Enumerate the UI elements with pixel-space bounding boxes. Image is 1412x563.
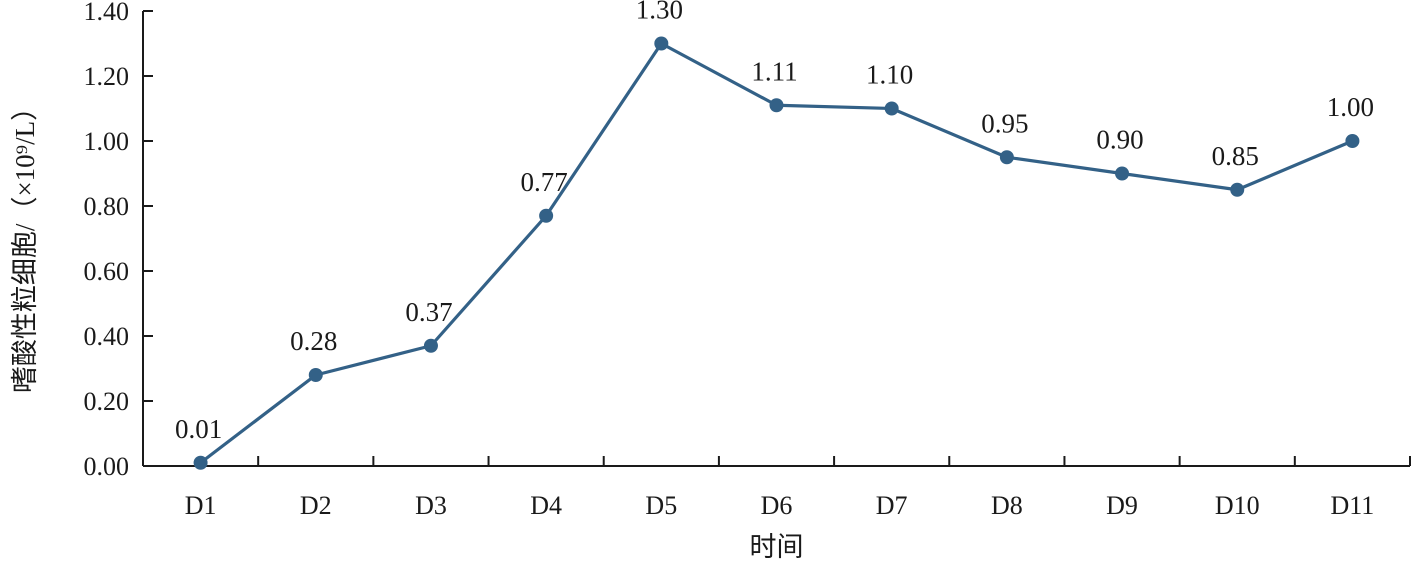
x-tick-label: D7 [876,491,908,520]
data-point [308,368,323,382]
x-tick-label: D10 [1215,491,1260,520]
data-point [1345,134,1360,148]
y-tick-label: 0.60 [84,257,130,286]
data-point [884,101,899,116]
data-point [999,150,1014,165]
data-point [423,338,438,353]
data-label: 1.11 [751,56,797,86]
y-tick-label: 0.40 [84,322,130,351]
data-label: 0.77 [521,167,568,197]
data-point [654,36,669,51]
x-axis-title: 时间 [750,532,804,562]
data-label: 1.00 [1327,92,1374,122]
x-tick-label: D11 [1331,491,1375,520]
data-label: 0.95 [981,108,1028,138]
y-tick-label: 0.00 [84,452,130,481]
x-tick-label: D8 [991,491,1023,520]
data-point [1230,182,1245,197]
x-tick-label: D2 [300,491,332,520]
series-group [193,36,1360,470]
data-point [193,455,208,470]
data-label: 0.28 [290,326,337,356]
x-tick-label: D9 [1106,491,1138,520]
x-tick-label: D5 [645,491,677,520]
data-point [539,208,554,223]
data-label: 0.90 [1096,125,1143,155]
data-label: 1.30 [636,0,683,25]
x-axis: D1 D2 D3 D4 D5 D6 D7 D8 D9 D10 D11 [143,456,1411,520]
y-tick-label: 1.00 [84,127,130,156]
y-axis-title: 嗜酸性粒细胞/（×10⁹/L） [10,94,40,393]
data-label: 1.10 [866,60,913,90]
y-tick-label: 1.40 [84,0,130,26]
x-tick-label: D1 [185,491,217,520]
data-label: 0.37 [405,297,452,327]
x-tick-label: D6 [761,491,793,520]
y-tick-label: 0.20 [84,387,130,416]
data-labels: 0.01 0.28 0.37 0.77 1.30 1.11 1.10 0.95 0.90 0.85… [175,0,1374,444]
data-label: 0.01 [175,414,222,444]
data-point [1115,166,1130,181]
y-tick-label: 1.20 [84,62,130,91]
x-tick-label: D3 [415,491,447,520]
y-tick-label: 0.80 [84,192,130,221]
x-tick-label: D4 [530,491,562,520]
data-point [769,98,784,113]
y-axis: 0.00 0.20 0.40 0.60 0.80 1.00 1.20 1.40 [84,0,153,481]
data-label: 0.85 [1212,141,1259,171]
